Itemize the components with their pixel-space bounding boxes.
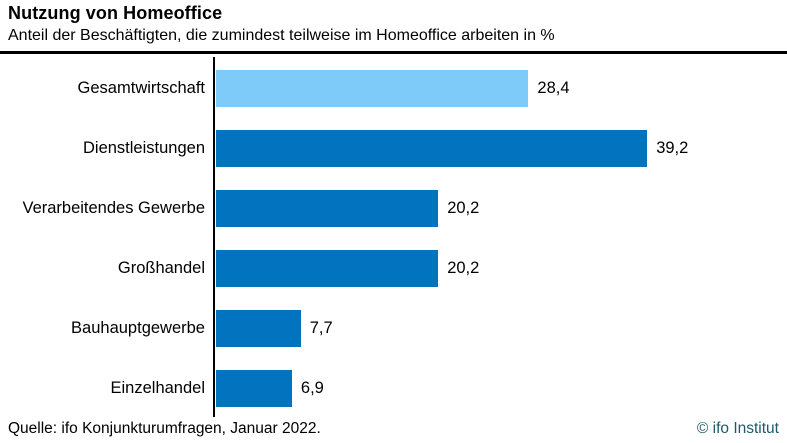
value-label: 20,2 (447, 258, 480, 277)
bar-bauhauptgewerbe (216, 309, 301, 347)
category-label: Bauhauptgewerbe (71, 318, 205, 337)
bar-row: Großhandel 20,2 (0, 238, 787, 298)
source-note: Quelle: ifo Konjunkturumfragen, Januar 2… (8, 420, 321, 437)
chart-title: Nutzung von Homeoffice (8, 3, 223, 23)
bar-dienstleistungen (216, 129, 648, 167)
category-label: Einzelhandel (110, 378, 206, 397)
value-label: 7,7 (309, 318, 333, 337)
category-label: Großhandel (117, 258, 205, 277)
bar-row: Bauhauptgewerbe 7,7 (0, 298, 787, 358)
category-label: Verarbeitendes Gewerbe (22, 198, 205, 217)
bar-row: Verarbeitendes Gewerbe 20,2 (0, 178, 787, 238)
bar-row: Gesamtwirtschaft 28,4 (0, 58, 787, 118)
bar-einzelhandel (216, 369, 292, 407)
bar-verarbeitendes-gewerbe (216, 189, 439, 227)
value-label: 20,2 (447, 198, 480, 217)
bar-row: Einzelhandel 6,9 (0, 358, 787, 418)
bar-row: Dienstleistungen 39,2 (0, 118, 787, 178)
category-label: Gesamtwirtschaft (77, 78, 205, 97)
copyright-note: © ifo Institut (696, 420, 779, 437)
header-divider (0, 51, 787, 54)
value-label: 28,4 (537, 78, 570, 97)
value-label: 6,9 (300, 378, 324, 397)
y-axis-line (213, 57, 215, 417)
bar-gesamtwirtschaft (216, 69, 529, 107)
value-label: 39,2 (656, 138, 689, 157)
chart-subtitle: Anteil der Beschäftigten, die zumindest … (8, 27, 555, 44)
category-label: Dienstleistungen (83, 138, 205, 157)
bar-chart-plot-area: Gesamtwirtschaft 28,4 Dienstleistungen 39,2… (0, 57, 787, 418)
chart-footer: Quelle: ifo Konjunkturumfragen, Januar 2… (8, 420, 779, 438)
bar-großhandel (216, 249, 439, 287)
